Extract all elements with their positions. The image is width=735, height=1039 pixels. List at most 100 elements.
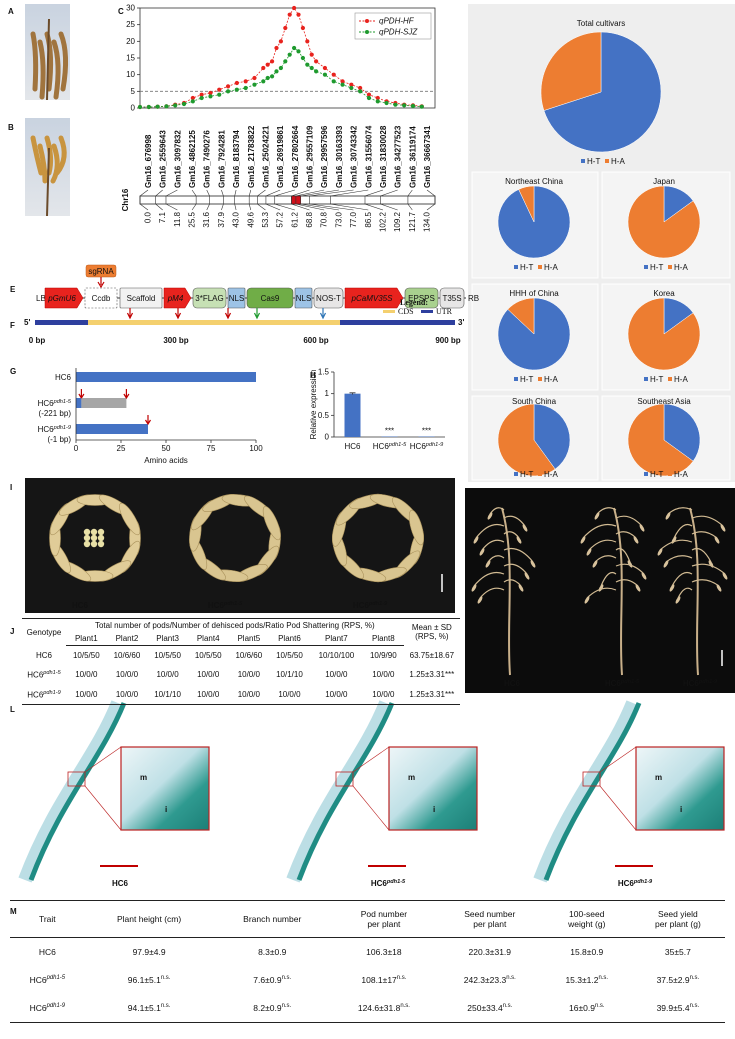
plant-branch: [691, 563, 726, 575]
pie-slice: [540, 31, 602, 111]
promoter: [44, 287, 84, 309]
cell-value: 106.3±18: [366, 947, 402, 957]
table: Trait Plant height (cm) Branch number Pod n…: [10, 900, 725, 1023]
pod-wall: [533, 700, 640, 883]
legend-swatch: [421, 310, 433, 313]
table-cell: 10/0/0: [372, 670, 395, 680]
lod-point: [265, 62, 270, 67]
cell-value: 8.3±0.9: [258, 947, 287, 957]
lod-point: [384, 100, 389, 106]
header-line: Plant height (cm): [116, 914, 182, 924]
panel-letter: I: [10, 483, 12, 492]
genotype-name: HC6: [112, 879, 129, 888]
pie-slice: [663, 403, 701, 462]
cell-value: 108.1±17: [361, 975, 397, 985]
cell-value: 8.2±0.9: [253, 1003, 282, 1013]
legend-label: CDS: [398, 307, 414, 316]
header-line: Trait: [38, 914, 56, 924]
table-cell: 220.3±31.9: [437, 938, 543, 967]
legend-swatch: [514, 377, 518, 381]
header-cell: Plant4: [187, 632, 229, 646]
plant-pod: [633, 536, 639, 544]
genotype-allele: pdh1-5: [386, 879, 406, 885]
pod: [30, 135, 44, 176]
lod-point: [305, 62, 310, 67]
plant-pod: [530, 560, 536, 568]
significance: n.s.: [689, 1003, 700, 1010]
marker-position: 11.8: [173, 211, 182, 227]
protein-bar: [76, 372, 256, 382]
header-cell: Branch number: [213, 900, 331, 938]
header-cell: Genotype: [26, 627, 62, 637]
marker-name: Gm16_7924281: [217, 130, 226, 188]
lod-point: [274, 45, 279, 51]
cell-value: 39.9±5.4: [656, 1003, 690, 1013]
pie-title: HHH of China: [509, 289, 559, 298]
plant-branch: [673, 523, 693, 539]
seed: [90, 534, 98, 542]
x-tick-label: 100: [249, 444, 263, 453]
plant-pod: [663, 560, 669, 568]
genotype-allele: pdh1-5: [53, 399, 72, 405]
table-cell: 10/0/0: [197, 689, 220, 699]
marker-name: Gm16_4862125: [188, 130, 197, 188]
lod-point: [190, 99, 195, 104]
legend-swatch: [514, 265, 518, 269]
header-line: weight (g): [568, 919, 606, 929]
legend-label: H-T: [587, 157, 600, 166]
pie-slice: [543, 31, 662, 153]
x-tick-label: 25: [117, 444, 126, 453]
panel-letter: G: [10, 367, 16, 376]
significance: n.s.: [598, 975, 609, 982]
genotype-allele: pdh1-5: [46, 975, 66, 982]
plant-pod: [522, 524, 528, 532]
image-label: HC6pdh1-9: [618, 879, 653, 888]
pie-slice: [507, 297, 535, 335]
legend-label: H-T: [650, 375, 663, 384]
pod: [262, 506, 281, 541]
legend-marker: [365, 30, 369, 34]
lod-point: [252, 75, 257, 81]
lod-point: [225, 84, 231, 89]
protein-bar: [81, 398, 127, 408]
site-arrow: [224, 308, 232, 320]
lod-point: [358, 89, 363, 94]
plant-branch: [615, 515, 643, 527]
plant-branch: [677, 587, 693, 599]
genotype-allele: pdh1-9: [425, 442, 443, 448]
x-tick-label: 50: [162, 444, 171, 453]
legend-label: H-A: [674, 375, 688, 384]
seed: [97, 528, 105, 536]
lod-point: [419, 104, 424, 109]
table-row: HC6 97.9±4.9 8.3±0.9 106.3±18 220.3±31.9 15.8…: [10, 938, 725, 967]
genotype-allele: pdh1-9: [698, 679, 718, 685]
genotype-allele: pdh1-5: [620, 679, 640, 685]
endocarp: [28, 702, 127, 881]
legend-label: H-T: [520, 470, 533, 479]
pod-wall: [286, 700, 393, 883]
table-cell: 10/9/90: [369, 651, 397, 660]
marker-name: Gm16_25024221: [261, 125, 270, 188]
element-label: EPSPS: [408, 294, 435, 303]
photo-label: HC6pdh1-5: [208, 601, 243, 610]
trait-cell: HC6: [10, 938, 85, 967]
genotype-allele: pdh1-9: [46, 1003, 66, 1010]
marker-link: [257, 189, 266, 211]
plant-branch: [475, 523, 505, 539]
legend-swatch: [514, 472, 518, 476]
plant-branch: [691, 579, 720, 587]
table-cell: 94.1±5.1n.s.: [85, 994, 214, 1023]
legend-swatch: [538, 377, 542, 381]
plant-branch: [615, 547, 631, 563]
table-head: Trait Plant height (cm) Branch number Pod n…: [10, 900, 725, 938]
element-label: T35S: [442, 294, 461, 303]
guide-label: sgRNA: [88, 267, 114, 276]
genotype-name: HC6: [35, 650, 52, 660]
marker-link: [330, 189, 369, 211]
plant-pod: [714, 536, 720, 544]
genotype-name: HC6: [208, 601, 225, 610]
category-label: HC6pdh1-5: [38, 399, 72, 408]
legend-swatch: [644, 377, 648, 381]
marker-name: Gm16_8183794: [232, 130, 241, 188]
marker-name: Gm16_31830028: [379, 125, 388, 188]
